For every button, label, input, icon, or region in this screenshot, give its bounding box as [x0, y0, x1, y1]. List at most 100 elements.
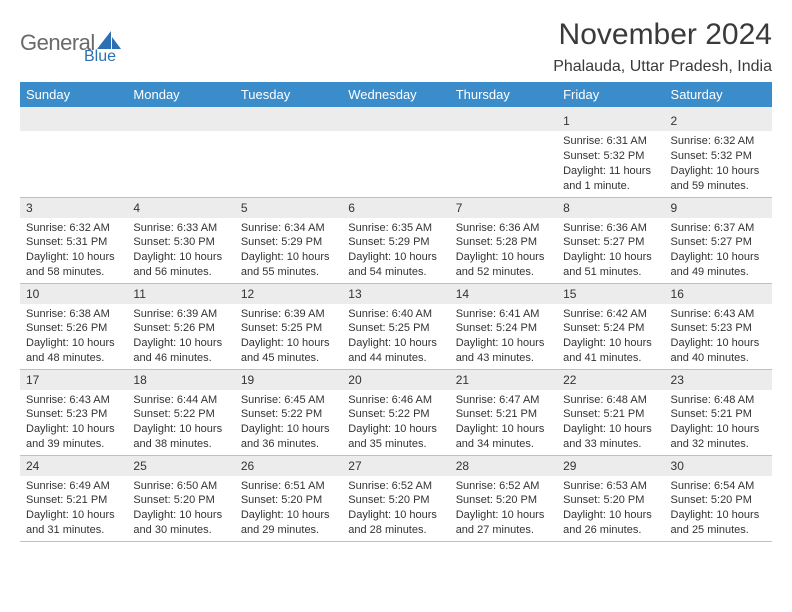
day-number: 25 — [127, 456, 234, 476]
location: Phalauda, Uttar Pradesh, India — [553, 58, 772, 76]
sunset-text: Sunset: 5:29 PM — [241, 235, 336, 250]
calendar-day-cell: 8Sunrise: 6:36 AMSunset: 5:27 PMDaylight… — [557, 197, 664, 283]
day-number: 27 — [342, 456, 449, 476]
day-details: Sunrise: 6:38 AMSunset: 5:26 PMDaylight:… — [20, 304, 127, 368]
day-number: 5 — [235, 198, 342, 218]
calendar-day-cell — [342, 111, 449, 197]
sunset-text: Sunset: 5:26 PM — [26, 321, 121, 336]
daylight-text: Daylight: 10 hours and 48 minutes. — [26, 336, 121, 366]
daylight-text: Daylight: 11 hours and 1 minute. — [563, 164, 658, 194]
sunset-text: Sunset: 5:21 PM — [563, 407, 658, 422]
calendar-day-cell: 18Sunrise: 6:44 AMSunset: 5:22 PMDayligh… — [127, 369, 234, 455]
sunrise-text: Sunrise: 6:48 AM — [671, 393, 766, 408]
day-details: Sunrise: 6:37 AMSunset: 5:27 PMDaylight:… — [665, 218, 772, 282]
empty-day — [235, 111, 342, 131]
day-number: 17 — [20, 370, 127, 390]
day-details: Sunrise: 6:35 AMSunset: 5:29 PMDaylight:… — [342, 218, 449, 282]
sunset-text: Sunset: 5:24 PM — [456, 321, 551, 336]
sunrise-text: Sunrise: 6:38 AM — [26, 307, 121, 322]
sunset-text: Sunset: 5:30 PM — [133, 235, 228, 250]
sunset-text: Sunset: 5:22 PM — [133, 407, 228, 422]
daylight-text: Daylight: 10 hours and 32 minutes. — [671, 422, 766, 452]
daylight-text: Daylight: 10 hours and 34 minutes. — [456, 422, 551, 452]
calendar-day-cell: 28Sunrise: 6:52 AMSunset: 5:20 PMDayligh… — [450, 455, 557, 541]
sunrise-text: Sunrise: 6:31 AM — [563, 134, 658, 149]
sunset-text: Sunset: 5:22 PM — [348, 407, 443, 422]
calendar-day-cell: 21Sunrise: 6:47 AMSunset: 5:21 PMDayligh… — [450, 369, 557, 455]
calendar-day-cell: 6Sunrise: 6:35 AMSunset: 5:29 PMDaylight… — [342, 197, 449, 283]
calendar-day-cell — [450, 111, 557, 197]
day-number: 30 — [665, 456, 772, 476]
calendar-day-cell: 9Sunrise: 6:37 AMSunset: 5:27 PMDaylight… — [665, 197, 772, 283]
sunset-text: Sunset: 5:28 PM — [456, 235, 551, 250]
calendar-day-cell: 10Sunrise: 6:38 AMSunset: 5:26 PMDayligh… — [20, 283, 127, 369]
sunset-text: Sunset: 5:20 PM — [348, 493, 443, 508]
empty-day — [127, 111, 234, 131]
daylight-text: Daylight: 10 hours and 41 minutes. — [563, 336, 658, 366]
day-number: 19 — [235, 370, 342, 390]
calendar-week-row: 17Sunrise: 6:43 AMSunset: 5:23 PMDayligh… — [20, 369, 772, 455]
daylight-text: Daylight: 10 hours and 36 minutes. — [241, 422, 336, 452]
weekday-header-row: SundayMondayTuesdayWednesdayThursdayFrid… — [20, 82, 772, 107]
weekday-header: Tuesday — [235, 82, 342, 107]
sunset-text: Sunset: 5:20 PM — [563, 493, 658, 508]
weekday-header: Friday — [557, 82, 664, 107]
day-number: 22 — [557, 370, 664, 390]
calendar-day-cell: 5Sunrise: 6:34 AMSunset: 5:29 PMDaylight… — [235, 197, 342, 283]
day-details: Sunrise: 6:36 AMSunset: 5:28 PMDaylight:… — [450, 218, 557, 282]
calendar-day-cell: 26Sunrise: 6:51 AMSunset: 5:20 PMDayligh… — [235, 455, 342, 541]
calendar-day-cell: 14Sunrise: 6:41 AMSunset: 5:24 PMDayligh… — [450, 283, 557, 369]
calendar-day-cell — [235, 111, 342, 197]
day-details: Sunrise: 6:47 AMSunset: 5:21 PMDaylight:… — [450, 390, 557, 454]
sunset-text: Sunset: 5:25 PM — [348, 321, 443, 336]
day-number: 14 — [450, 284, 557, 304]
calendar-day-cell — [20, 111, 127, 197]
calendar-day-cell: 19Sunrise: 6:45 AMSunset: 5:22 PMDayligh… — [235, 369, 342, 455]
header: General Blue November 2024 Phalauda, Utt… — [20, 18, 772, 76]
day-details: Sunrise: 6:39 AMSunset: 5:26 PMDaylight:… — [127, 304, 234, 368]
calendar-week-row: 10Sunrise: 6:38 AMSunset: 5:26 PMDayligh… — [20, 283, 772, 369]
sunrise-text: Sunrise: 6:40 AM — [348, 307, 443, 322]
day-number: 6 — [342, 198, 449, 218]
day-number: 15 — [557, 284, 664, 304]
sunset-text: Sunset: 5:32 PM — [671, 149, 766, 164]
calendar-day-cell: 16Sunrise: 6:43 AMSunset: 5:23 PMDayligh… — [665, 283, 772, 369]
day-number: 1 — [557, 111, 664, 131]
day-number: 23 — [665, 370, 772, 390]
empty-day — [342, 111, 449, 131]
empty-day — [20, 111, 127, 131]
calendar-body: 1 Sunrise: 6:31 AM Sunset: 5:32 PM Daylight… — [20, 107, 772, 541]
day-details: Sunrise: 6:53 AMSunset: 5:20 PMDaylight:… — [557, 476, 664, 540]
day-number: 3 — [20, 198, 127, 218]
sunrise-text: Sunrise: 6:52 AM — [348, 479, 443, 494]
day-number: 20 — [342, 370, 449, 390]
sunrise-text: Sunrise: 6:42 AM — [563, 307, 658, 322]
daylight-text: Daylight: 10 hours and 33 minutes. — [563, 422, 658, 452]
sunrise-text: Sunrise: 6:36 AM — [563, 221, 658, 236]
day-details: Sunrise: 6:40 AMSunset: 5:25 PMDaylight:… — [342, 304, 449, 368]
sunrise-text: Sunrise: 6:50 AM — [133, 479, 228, 494]
calendar-week-row: 3Sunrise: 6:32 AMSunset: 5:31 PMDaylight… — [20, 197, 772, 283]
day-details: Sunrise: 6:43 AMSunset: 5:23 PMDaylight:… — [665, 304, 772, 368]
day-number: 8 — [557, 198, 664, 218]
daylight-text: Daylight: 10 hours and 45 minutes. — [241, 336, 336, 366]
calendar-day-cell: 3Sunrise: 6:32 AMSunset: 5:31 PMDaylight… — [20, 197, 127, 283]
daylight-text: Daylight: 10 hours and 30 minutes. — [133, 508, 228, 538]
daylight-text: Daylight: 10 hours and 29 minutes. — [241, 508, 336, 538]
daylight-text: Daylight: 10 hours and 39 minutes. — [26, 422, 121, 452]
day-details: Sunrise: 6:54 AMSunset: 5:20 PMDaylight:… — [665, 476, 772, 540]
daylight-text: Daylight: 10 hours and 56 minutes. — [133, 250, 228, 280]
daylight-text: Daylight: 10 hours and 31 minutes. — [26, 508, 121, 538]
calendar-day-cell: 29Sunrise: 6:53 AMSunset: 5:20 PMDayligh… — [557, 455, 664, 541]
sunrise-text: Sunrise: 6:46 AM — [348, 393, 443, 408]
calendar-day-cell: 12Sunrise: 6:39 AMSunset: 5:25 PMDayligh… — [235, 283, 342, 369]
weekday-header: Sunday — [20, 82, 127, 107]
sunrise-text: Sunrise: 6:33 AM — [133, 221, 228, 236]
sunrise-text: Sunrise: 6:39 AM — [133, 307, 228, 322]
day-details: Sunrise: 6:32 AMSunset: 5:31 PMDaylight:… — [20, 218, 127, 282]
calendar-day-cell: 11Sunrise: 6:39 AMSunset: 5:26 PMDayligh… — [127, 283, 234, 369]
calendar-day-cell: 22Sunrise: 6:48 AMSunset: 5:21 PMDayligh… — [557, 369, 664, 455]
sunrise-text: Sunrise: 6:47 AM — [456, 393, 551, 408]
sunrise-text: Sunrise: 6:43 AM — [26, 393, 121, 408]
calendar-day-cell — [127, 111, 234, 197]
